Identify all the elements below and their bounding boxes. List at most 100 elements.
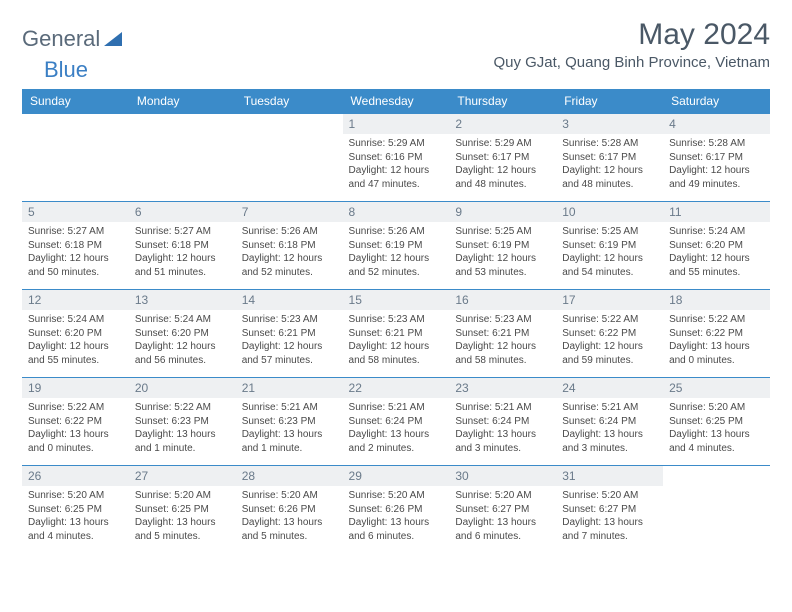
sunset-text: Sunset: 6:21 PM	[242, 327, 337, 341]
calendar-day-cell: 11Sunrise: 5:24 AMSunset: 6:20 PMDayligh…	[663, 202, 770, 290]
sunset-text: Sunset: 6:22 PM	[28, 415, 123, 429]
sunset-text: Sunset: 6:17 PM	[455, 151, 550, 165]
sunrise-text: Sunrise: 5:23 AM	[242, 313, 337, 327]
sunrise-text: Sunrise: 5:24 AM	[669, 225, 764, 239]
sunrise-text: Sunrise: 5:20 AM	[349, 489, 444, 503]
sunrise-text: Sunrise: 5:29 AM	[455, 137, 550, 151]
title-block: May 2024 Quy GJat, Quang Binh Province, …	[493, 18, 770, 71]
day-number: 16	[449, 290, 556, 310]
daylight-text: Daylight: 12 hours and 54 minutes.	[562, 252, 657, 279]
calendar-day-cell: 9Sunrise: 5:25 AMSunset: 6:19 PMDaylight…	[449, 202, 556, 290]
sunrise-text: Sunrise: 5:20 AM	[562, 489, 657, 503]
sunset-text: Sunset: 6:17 PM	[562, 151, 657, 165]
logo-text-1: General	[22, 26, 100, 52]
month-title: May 2024	[493, 18, 770, 52]
sunrise-text: Sunrise: 5:25 AM	[455, 225, 550, 239]
calendar-day-cell: 30Sunrise: 5:20 AMSunset: 6:27 PMDayligh…	[449, 466, 556, 554]
day-number: 2	[449, 114, 556, 134]
day-number: 4	[663, 114, 770, 134]
calendar-day-cell: 26Sunrise: 5:20 AMSunset: 6:25 PMDayligh…	[22, 466, 129, 554]
day-number: 8	[343, 202, 450, 222]
calendar-day-cell: 28Sunrise: 5:20 AMSunset: 6:26 PMDayligh…	[236, 466, 343, 554]
calendar-day-cell: 29Sunrise: 5:20 AMSunset: 6:26 PMDayligh…	[343, 466, 450, 554]
calendar-day-cell: 5Sunrise: 5:27 AMSunset: 6:18 PMDaylight…	[22, 202, 129, 290]
calendar-day-cell: 14Sunrise: 5:23 AMSunset: 6:21 PMDayligh…	[236, 290, 343, 378]
day-number: 11	[663, 202, 770, 222]
sunrise-text: Sunrise: 5:28 AM	[669, 137, 764, 151]
day-number: 14	[236, 290, 343, 310]
day-number: 21	[236, 378, 343, 398]
day-number: 5	[22, 202, 129, 222]
sunrise-text: Sunrise: 5:23 AM	[455, 313, 550, 327]
sunrise-text: Sunrise: 5:20 AM	[455, 489, 550, 503]
daylight-text: Daylight: 12 hours and 52 minutes.	[242, 252, 337, 279]
daylight-text: Daylight: 13 hours and 6 minutes.	[455, 516, 550, 543]
calendar-day-cell: 3Sunrise: 5:28 AMSunset: 6:17 PMDaylight…	[556, 114, 663, 202]
calendar-day-cell: 2 Sunrise: 5:29 AMSunset: 6:17 PMDaylight…	[449, 114, 556, 202]
sunset-text: Sunset: 6:18 PM	[135, 239, 230, 253]
calendar-day-cell: 19Sunrise: 5:22 AMSunset: 6:22 PMDayligh…	[22, 378, 129, 466]
day-number: 9	[449, 202, 556, 222]
sunset-text: Sunset: 6:16 PM	[349, 151, 444, 165]
calendar-day-cell: 8Sunrise: 5:26 AMSunset: 6:19 PMDaylight…	[343, 202, 450, 290]
day-number: 12	[22, 290, 129, 310]
sunset-text: Sunset: 6:18 PM	[28, 239, 123, 253]
sunset-text: Sunset: 6:26 PM	[242, 503, 337, 517]
calendar-day-cell: 27Sunrise: 5:20 AMSunset: 6:25 PMDayligh…	[129, 466, 236, 554]
weekday-header: Thursday	[449, 89, 556, 114]
daylight-text: Daylight: 13 hours and 3 minutes.	[455, 428, 550, 455]
calendar-day-cell: 10Sunrise: 5:25 AMSunset: 6:19 PMDayligh…	[556, 202, 663, 290]
sunrise-text: Sunrise: 5:27 AM	[135, 225, 230, 239]
sunset-text: Sunset: 6:17 PM	[669, 151, 764, 165]
sunset-text: Sunset: 6:25 PM	[135, 503, 230, 517]
daylight-text: Daylight: 12 hours and 49 minutes.	[669, 164, 764, 191]
sunset-text: Sunset: 6:19 PM	[455, 239, 550, 253]
sunrise-text: Sunrise: 5:21 AM	[242, 401, 337, 415]
calendar-day-cell	[129, 114, 236, 202]
daylight-text: Daylight: 12 hours and 47 minutes.	[349, 164, 444, 191]
calendar-day-cell: 6Sunrise: 5:27 AMSunset: 6:18 PMDaylight…	[129, 202, 236, 290]
sunrise-text: Sunrise: 5:26 AM	[349, 225, 444, 239]
daylight-text: Daylight: 13 hours and 3 minutes.	[562, 428, 657, 455]
calendar-week-row: 5Sunrise: 5:27 AMSunset: 6:18 PMDaylight…	[22, 202, 770, 290]
day-number: 10	[556, 202, 663, 222]
logo-sail-icon	[102, 30, 124, 48]
calendar-week-row: 19Sunrise: 5:22 AMSunset: 6:22 PMDayligh…	[22, 378, 770, 466]
calendar-day-cell: 1Sunrise: 5:29 AMSunset: 6:16 PMDaylight…	[343, 114, 450, 202]
day-number: 6	[129, 202, 236, 222]
calendar-day-cell: 4 Sunrise: 5:28 AMSunset: 6:17 PMDaylight…	[663, 114, 770, 202]
sunset-text: Sunset: 6:24 PM	[562, 415, 657, 429]
daylight-text: Daylight: 12 hours and 59 minutes.	[562, 340, 657, 367]
calendar-day-cell: 16Sunrise: 5:23 AMSunset: 6:21 PMDayligh…	[449, 290, 556, 378]
sunrise-text: Sunrise: 5:21 AM	[455, 401, 550, 415]
daylight-text: Daylight: 13 hours and 0 minutes.	[28, 428, 123, 455]
day-number: 20	[129, 378, 236, 398]
sunset-text: Sunset: 6:20 PM	[135, 327, 230, 341]
sunset-text: Sunset: 6:23 PM	[242, 415, 337, 429]
sunset-text: Sunset: 6:26 PM	[349, 503, 444, 517]
sunrise-text: Sunrise: 5:22 AM	[562, 313, 657, 327]
calendar-day-cell: 22Sunrise: 5:21 AMSunset: 6:24 PMDayligh…	[343, 378, 450, 466]
calendar-table: SundayMondayTuesdayWednesdayThursdayFrid…	[22, 89, 770, 554]
calendar-week-row: 26 Sunrise: 5:20 AM Sunset: 6:25 PM Dayligh…	[22, 466, 770, 554]
day-number: 30	[449, 466, 556, 486]
sunset-text: Sunset: 6:20 PM	[28, 327, 123, 341]
weekday-header: Friday	[556, 89, 663, 114]
daylight-text: Daylight: 12 hours and 48 minutes.	[455, 164, 550, 191]
location-text: Quy GJat, Quang Binh Province, Vietnam	[493, 54, 770, 71]
sunrise-text: Sunrise: 5:21 AM	[562, 401, 657, 415]
day-number: 3	[556, 114, 663, 134]
day-number: 27	[129, 466, 236, 486]
calendar-day-cell: 18Sunrise: 5:22 AMSunset: 6:22 PMDayligh…	[663, 290, 770, 378]
calendar-day-cell	[236, 114, 343, 202]
sunrise-text: Sunrise: 5:25 AM	[562, 225, 657, 239]
daylight-text: Daylight: 13 hours and 0 minutes.	[669, 340, 764, 367]
calendar-day-cell: 25Sunrise: 5:20 AMSunset: 6:25 PMDayligh…	[663, 378, 770, 466]
daylight-text: Daylight: 13 hours and 4 minutes.	[669, 428, 764, 455]
day-number: 24	[556, 378, 663, 398]
sunset-text: Sunset: 6:22 PM	[669, 327, 764, 341]
weekday-header: Monday	[129, 89, 236, 114]
daylight-text: Daylight: 13 hours and 2 minutes.	[349, 428, 444, 455]
sunset-text: Sunset: 6:18 PM	[242, 239, 337, 253]
day-number: 26	[22, 466, 129, 486]
